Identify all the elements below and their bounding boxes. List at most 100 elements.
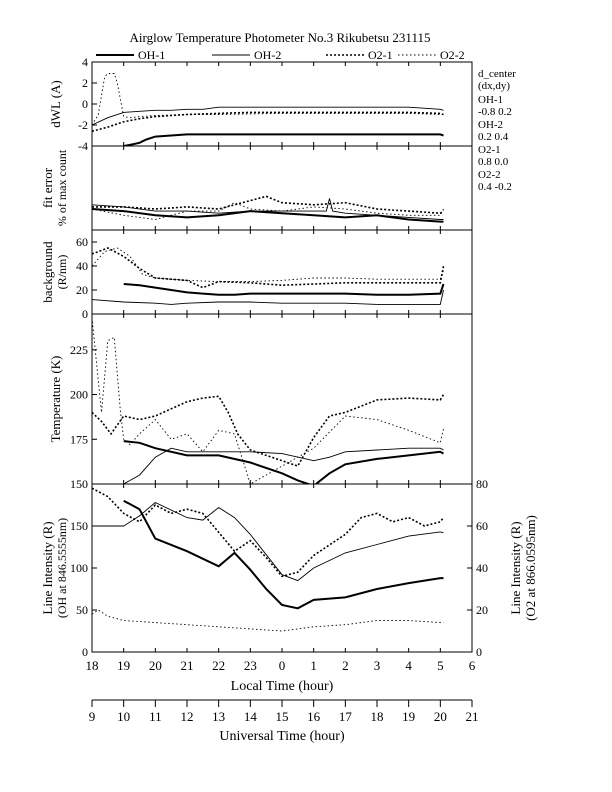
x-tick-label-ut: 14 (244, 709, 258, 724)
panel-background: 0 20 40 60 background (R/nm) (40, 229, 473, 321)
y-tick-label: 150 (70, 477, 88, 491)
series-line-oh-2 (92, 501, 444, 582)
series-line-o2-1 (92, 195, 444, 215)
y-label: dWL (A) (48, 80, 63, 128)
y-tick-label: 60 (76, 235, 88, 249)
y-tick-label: 20 (76, 283, 88, 297)
side-info-name: OH-1 (478, 94, 503, 106)
series-line-o2-2 (92, 73, 444, 126)
y-tick-label: 100 (70, 561, 88, 575)
series-line-oh-2 (92, 289, 444, 305)
x-tick-label-ut: 19 (402, 709, 415, 724)
y-right-tick-label: 80 (476, 477, 488, 491)
x-tick-label-local: 20 (149, 658, 162, 673)
x-tick-label-local: 2 (342, 658, 349, 673)
y-tick-label: 200 (70, 388, 88, 402)
y-label: background (40, 241, 55, 303)
y-right-tick-label: 20 (476, 603, 488, 617)
x-tick-label-ut: 9 (89, 709, 96, 724)
series-line-o2-1 (92, 111, 444, 133)
series-line-oh-1 (123, 283, 445, 296)
x-tick-label-ut: 18 (371, 709, 384, 724)
x-tick-label-ut: 12 (181, 709, 194, 724)
y-right-label: Line Intensity (R) (508, 521, 523, 614)
side-info-title: d_center (478, 68, 516, 80)
y-tick-label: 4 (82, 55, 88, 69)
plot-panels: -4 -2 0 2 4 dWL (A) fit error% of max count 0 20… (40, 55, 538, 659)
x-tick-label-ut: 10 (117, 709, 130, 724)
legend-label: OH-1 (138, 48, 165, 62)
y-tick-label: 50 (76, 603, 88, 617)
x-tick-label-local: 5 (437, 658, 444, 673)
series-line-o2-1 (92, 247, 445, 289)
side-info: d_center(dx,dy)OH-1-0.8 0.2OH-20.2 0.4O2… (478, 68, 516, 193)
x-tick-label-ut: 15 (276, 709, 289, 724)
series-line-oh-2 (92, 198, 444, 220)
series-line-oh-1 (123, 133, 444, 146)
series-line-oh-2 (92, 106, 444, 126)
side-info-value: -0.8 0.2 (478, 106, 512, 118)
series-line-oh-2 (92, 447, 444, 484)
legend-label: O2-2 (440, 48, 465, 62)
series-line-oh-1 (123, 440, 444, 484)
y-tick-label: -2 (78, 118, 88, 132)
x-tick-label-local: 18 (86, 658, 99, 673)
side-info-value: 0.8 0.0 (478, 156, 509, 168)
x-label-local: Local Time (hour) (231, 679, 334, 694)
x-tick-label-ut: 21 (466, 709, 479, 724)
y-tick-label: 225 (70, 343, 88, 357)
y-label: Line Intensity (R) (40, 521, 55, 614)
side-info-name: O2-2 (478, 169, 501, 181)
y-tick-label: 0 (82, 307, 88, 321)
x-tick-label-ut: 17 (339, 709, 353, 724)
y-right-tick-label: 0 (476, 645, 482, 659)
y-tick-label: 175 (70, 432, 88, 446)
x-tick-label-ut: 16 (307, 709, 321, 724)
panel-temperature: 150 175 200 225 Temperature (K) (48, 313, 473, 491)
y-label: Temperature (K) (48, 356, 63, 443)
x-tick-label-local: 19 (117, 658, 130, 673)
x-label-ut: Universal Time (hour) (219, 729, 345, 744)
y-label-2: (OH at 846.5555nm) (55, 518, 69, 618)
x-tick-label-ut: 13 (212, 709, 225, 724)
y-right-tick-label: 60 (476, 519, 488, 533)
y-tick-label: -4 (78, 139, 88, 153)
side-info-value: 0.2 0.4 (478, 131, 509, 143)
x-tick-label-local: 23 (244, 658, 257, 673)
series-line-oh-1 (123, 499, 444, 610)
x-tick-label-local: 0 (279, 658, 286, 673)
y-tick-label: 150 (70, 519, 88, 533)
chart-title: Airglow Temperature Photometer No.3 Riku… (130, 30, 431, 45)
x-tick-label-local: 3 (374, 658, 381, 673)
x-tick-label-local: 21 (181, 658, 194, 673)
y-tick-label: 40 (76, 259, 88, 273)
y-label-2: (R/nm) (55, 255, 69, 290)
x-tick-label-ut: 11 (149, 709, 162, 724)
series-line-o2-2 (92, 609, 444, 632)
series-line-o2-2 (92, 317, 444, 484)
series-line-o2-2 (92, 247, 444, 283)
y-tick-label: 0 (82, 97, 88, 111)
legend-label: OH-2 (254, 48, 281, 62)
side-info-subtitle: (dx,dy) (478, 80, 510, 92)
series-line-o2-1 (92, 487, 445, 578)
series-line-o2-2 (92, 202, 444, 220)
y-label: fit error (40, 167, 55, 208)
side-info-name: O2-1 (478, 144, 501, 156)
legend-label: O2-1 (368, 48, 393, 62)
series-line-o2-1 (92, 394, 445, 468)
side-info-name: OH-2 (478, 119, 503, 131)
y-tick-label: 2 (82, 76, 88, 90)
legend: OH-1 OH-2 O2-1 O2-2 (96, 48, 465, 62)
y-tick-label: 0 (82, 645, 88, 659)
x-tick-label-local: 1 (310, 658, 317, 673)
series-line-oh-1 (92, 208, 444, 223)
y-right-tick-label: 40 (476, 561, 488, 575)
y-label-2: % of max count (55, 149, 69, 226)
x-tick-label-local: 22 (212, 658, 225, 673)
x-tick-label-ut: 20 (434, 709, 447, 724)
side-info-value: 0.4 -0.2 (478, 181, 512, 193)
